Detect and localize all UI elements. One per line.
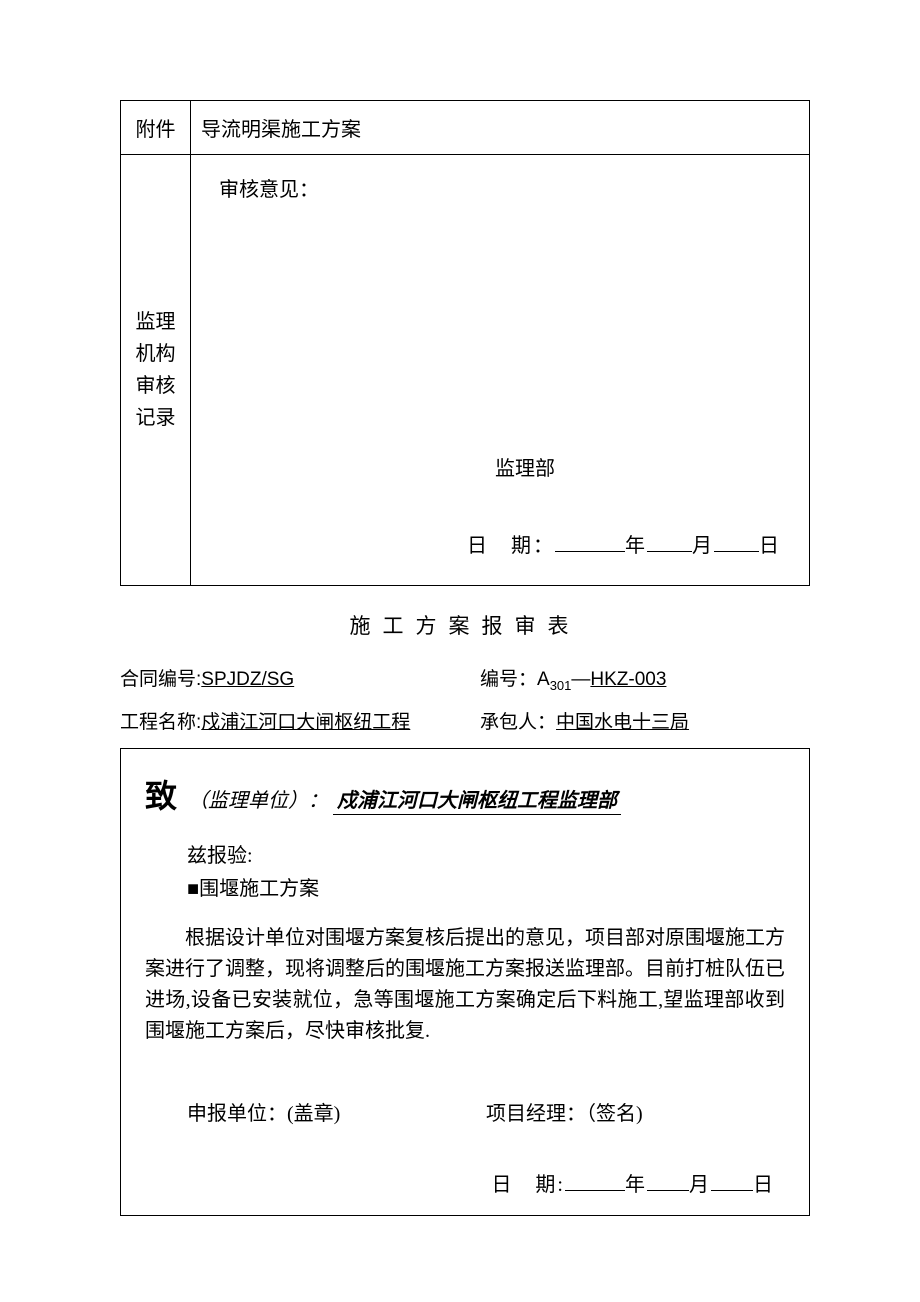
review-org-label-cell: 监理 机构 审核 记录 bbox=[121, 155, 191, 586]
supervision-unit-value: 戍浦江河口大闸枢纽工程监理部 bbox=[333, 790, 621, 815]
month-char2: 月 bbox=[689, 1174, 711, 1196]
form-title: 施工方案报审表 bbox=[120, 610, 810, 640]
review-org-l2: 机构 bbox=[129, 338, 182, 370]
year-blank2 bbox=[565, 1171, 625, 1191]
supervision-unit-label: （监理单位）： bbox=[188, 790, 328, 812]
serial-dash: — bbox=[571, 669, 590, 690]
serial-no-label: 编号： bbox=[480, 669, 537, 690]
project-name-label: 工程名称: bbox=[120, 712, 201, 733]
review-org-l4: 记录 bbox=[129, 402, 182, 434]
attachment-review-table: 附件 导流明渠施工方案 监理 机构 审核 记录 审核意见： 监理部 日 期： 年 月… bbox=[120, 100, 810, 586]
header-row-1: 合同编号:SPJDZ/SG 编号：A301—HKZ-003 bbox=[120, 664, 810, 693]
contractor-label: 承包人： bbox=[480, 712, 556, 733]
month-blank bbox=[647, 532, 692, 552]
pm-label: 项目经理：（签名) bbox=[486, 1097, 785, 1126]
zhi-char: 致 bbox=[145, 778, 177, 814]
zhi-line: 致 （监理单位）： 戍浦江河口大闸枢纽工程监理部 bbox=[145, 771, 785, 817]
year-blank bbox=[555, 532, 625, 552]
year-char: 年 bbox=[625, 535, 647, 557]
submission-cell: 致 （监理单位）： 戍浦江河口大闸枢纽工程监理部 兹报验: ■围堰施工方案 根据… bbox=[121, 748, 810, 1215]
attachment-label-cell: 附件 bbox=[121, 101, 191, 155]
day-char: 日 bbox=[759, 535, 781, 557]
attachment-label: 附件 bbox=[136, 119, 176, 141]
submission-date-line: 日 期: 年 月 日 bbox=[145, 1168, 785, 1197]
day-blank2 bbox=[711, 1171, 753, 1191]
serial-prefix: A bbox=[537, 669, 550, 690]
attachment-value: 导流明渠施工方案 bbox=[201, 119, 361, 141]
checkbox-item: ■围堰施工方案 bbox=[187, 872, 785, 901]
header-row-2: 工程名称:戍浦江河口大闸枢纽工程 承包人：中国水电十三局 bbox=[120, 707, 810, 734]
review-opinion-label: 审核意见： bbox=[219, 173, 791, 202]
date-label: 日 期： bbox=[467, 535, 555, 557]
month-char: 月 bbox=[692, 535, 714, 557]
day-blank bbox=[714, 532, 759, 552]
attachment-value-cell: 导流明渠施工方案 bbox=[191, 101, 810, 155]
month-blank2 bbox=[647, 1171, 689, 1191]
date-label2: 日 期: bbox=[491, 1174, 565, 1196]
review-body-cell: 审核意见： 监理部 日 期： 年 月 日 bbox=[191, 155, 810, 586]
zi-bao-yan: 兹报验: bbox=[187, 839, 785, 868]
project-name-value: 戍浦江河口大闸枢纽工程 bbox=[201, 712, 410, 733]
applicant-label: 申报单位：(盖章) bbox=[187, 1097, 486, 1126]
serial-suffix: HKZ-003 bbox=[590, 669, 666, 690]
review-date-line: 日 期： 年 月 日 bbox=[219, 529, 791, 558]
supervision-dept: 监理部 bbox=[219, 452, 791, 481]
body-text: 根据设计单位对围堰方案复核后提出的意见，项目部对原围堰施工方案进行了调整，现将调… bbox=[145, 923, 785, 1047]
contract-no-value: SPJDZ/SG bbox=[201, 669, 294, 690]
contract-no-label: 合同编号: bbox=[120, 669, 201, 690]
review-org-l1: 监理 bbox=[129, 306, 182, 338]
review-org-l3: 审核 bbox=[129, 370, 182, 402]
day-char2: 日 bbox=[753, 1174, 775, 1196]
signature-row: 申报单位：(盖章) 项目经理：（签名) bbox=[145, 1097, 785, 1126]
contractor-value: 中国水电十三局 bbox=[556, 712, 689, 733]
year-char2: 年 bbox=[625, 1174, 647, 1196]
submission-table: 致 （监理单位）： 戍浦江河口大闸枢纽工程监理部 兹报验: ■围堰施工方案 根据… bbox=[120, 748, 810, 1216]
serial-sub: 301 bbox=[550, 678, 572, 693]
